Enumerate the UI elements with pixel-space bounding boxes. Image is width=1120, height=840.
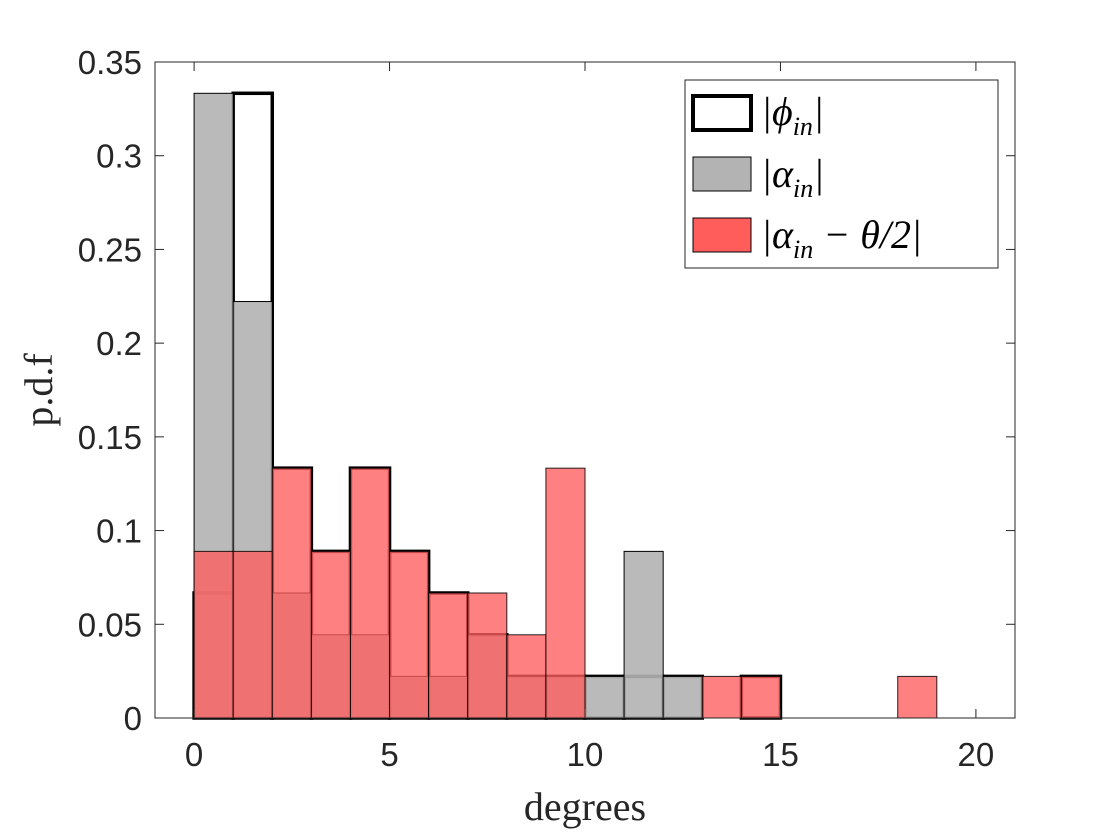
legend-label-alpha-theta: |αin − θ/2|: [761, 212, 922, 264]
bar-alpha-theta-bin-6: [428, 592, 469, 719]
y-axis-label: p.d.f: [16, 353, 61, 427]
x-tick-label: 10: [567, 736, 604, 773]
bar-alpha-theta-bin-7: [467, 592, 508, 719]
y-tick-label: 0.25: [78, 231, 142, 268]
legend-swatch-alpha: [692, 156, 752, 192]
y-tick-label: 0.2: [96, 325, 142, 362]
legend-label-phi-main: |ϕ: [761, 89, 793, 134]
legend-label-alpha: |αin|: [761, 151, 824, 203]
legend-label-alpha-theta-end: − θ/2|: [813, 212, 922, 257]
legend-label-alpha-sub: in: [793, 174, 813, 203]
bar-alpha-theta-bin-1: [232, 550, 273, 719]
y-tick-label: 0.15: [78, 419, 142, 456]
legend-label-phi-end: |: [813, 89, 824, 134]
x-tick-label: 20: [958, 736, 995, 773]
legend: |ϕin| |αin| |αin − θ/2|: [684, 79, 999, 269]
x-tick-label: 15: [762, 736, 799, 773]
bar-alpha-theta-bin-18: [897, 675, 938, 719]
x-axis-label: degrees: [524, 784, 646, 829]
bar-alpha-theta-bin-3: [310, 550, 351, 719]
bar-alpha-theta-bin-8: [506, 634, 547, 719]
legend-swatch-phi: [691, 94, 753, 132]
y-tick-label: 0: [124, 700, 142, 737]
bar-alpha-theta-bin-0: [193, 550, 234, 719]
legend-label-alpha-theta-main: |α: [761, 212, 794, 257]
y-tick-label: 0.05: [78, 606, 142, 643]
legend-entry-alpha: |αin|: [692, 151, 824, 203]
legend-label-alpha-main: |α: [761, 151, 794, 196]
bar-alpha-bin-10: [584, 675, 625, 719]
y-tick-label: 0.1: [96, 513, 142, 550]
ticks-layer: 0 5 10 15 20 0 0.05 0.1 0.15 0.2 0.25 0.3 0.35: [78, 44, 1015, 773]
bar-alpha-theta-bin-2: [271, 467, 312, 719]
bar-alpha-theta-bin-13: [701, 675, 742, 719]
bar-alpha-bin-12: [662, 675, 703, 719]
legend-label-phi: |ϕin|: [761, 89, 824, 141]
bar-alpha-theta-bin-5: [389, 550, 430, 719]
y-tick-label: 0.3: [96, 138, 142, 175]
y-tick-label: 0.35: [78, 44, 142, 81]
bars-layer: [192, 91, 938, 720]
bar-alpha-bin-11: [623, 550, 664, 719]
legend-label-alpha-theta-sub: in: [793, 235, 813, 264]
x-tick-label: 0: [185, 736, 203, 773]
legend-label-phi-sub: in: [793, 112, 813, 141]
legend-entry-alpha-theta: |αin − θ/2|: [692, 212, 922, 264]
legend-label-alpha-end: |: [813, 151, 824, 196]
bar-alpha-theta-bin-14: [740, 675, 781, 719]
legend-entry-phi: |ϕin|: [691, 89, 824, 141]
bar-alpha-theta-bin-9: [545, 467, 586, 719]
bar-alpha-theta-bin-4: [349, 467, 391, 719]
legend-swatch-alpha-theta: [692, 217, 752, 253]
x-tick-label: 5: [380, 736, 398, 773]
